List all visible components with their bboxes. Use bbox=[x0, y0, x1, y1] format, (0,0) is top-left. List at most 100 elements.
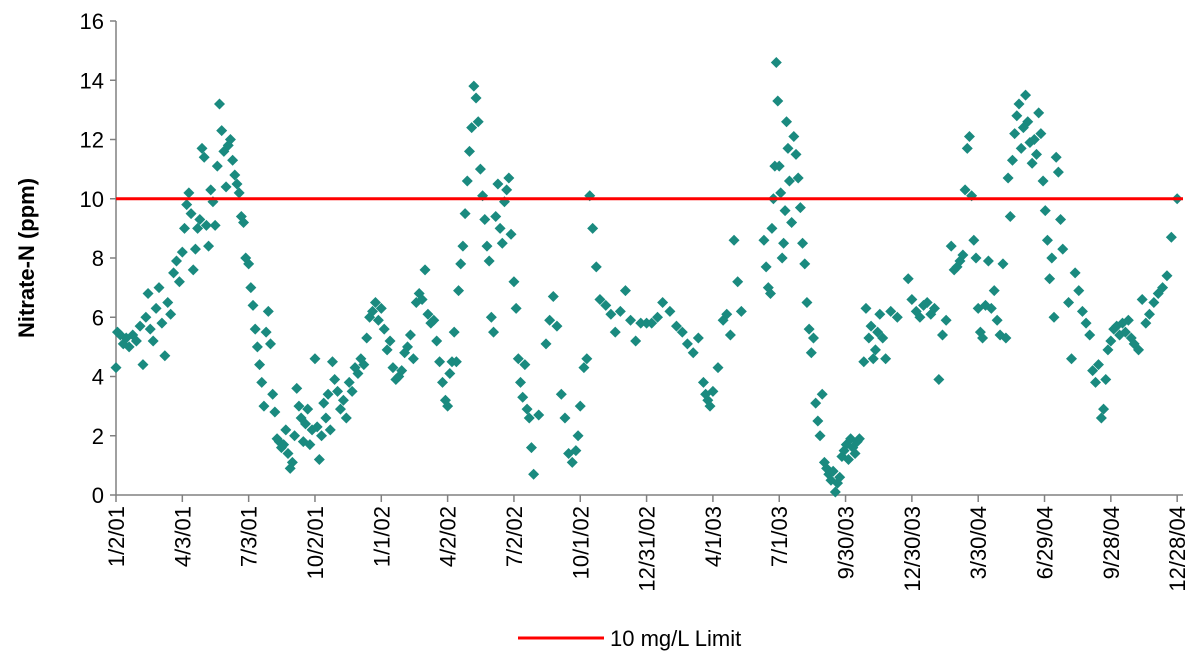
data-point bbox=[1076, 305, 1088, 317]
data-point bbox=[566, 456, 578, 468]
data-point bbox=[906, 293, 918, 305]
data-point bbox=[1105, 335, 1117, 347]
data-point bbox=[936, 329, 948, 341]
data-point bbox=[630, 335, 642, 347]
data-point bbox=[657, 296, 669, 308]
data-point bbox=[459, 208, 471, 220]
data-point bbox=[1063, 296, 1075, 308]
data-point bbox=[721, 308, 733, 320]
data-point bbox=[1039, 205, 1051, 217]
data-point bbox=[494, 222, 506, 234]
x-tick-label: 12/28/04 bbox=[1165, 506, 1188, 592]
data-point bbox=[258, 400, 270, 412]
data-point bbox=[528, 468, 540, 480]
data-point bbox=[525, 442, 537, 454]
data-point bbox=[704, 400, 716, 412]
data-point bbox=[869, 344, 881, 356]
data-point bbox=[220, 181, 232, 193]
data-point bbox=[346, 385, 358, 397]
data-point bbox=[183, 187, 195, 199]
data-point bbox=[1020, 89, 1032, 101]
data-point bbox=[635, 317, 647, 329]
data-point bbox=[670, 320, 682, 332]
data-point bbox=[959, 184, 971, 196]
data-point bbox=[358, 359, 370, 371]
x-tick-label: 7/1/03 bbox=[767, 506, 792, 567]
data-point bbox=[448, 326, 460, 338]
data-point bbox=[605, 308, 617, 320]
data-point bbox=[340, 412, 352, 424]
data-point bbox=[773, 160, 785, 172]
data-point bbox=[724, 329, 736, 341]
data-point bbox=[463, 145, 475, 157]
data-point bbox=[1048, 311, 1060, 323]
data-point bbox=[247, 299, 259, 311]
data-point bbox=[816, 388, 828, 400]
data-point bbox=[260, 326, 272, 338]
data-point bbox=[1055, 213, 1067, 225]
data-point bbox=[256, 376, 268, 388]
data-point bbox=[505, 228, 517, 240]
data-point bbox=[144, 323, 156, 335]
data-point bbox=[437, 376, 449, 388]
data-point bbox=[1119, 326, 1131, 338]
data-point bbox=[842, 453, 854, 465]
data-point bbox=[1095, 412, 1107, 424]
data-point bbox=[434, 356, 446, 368]
data-point bbox=[807, 332, 819, 344]
data-point bbox=[343, 376, 355, 388]
data-point bbox=[472, 116, 484, 128]
data-point bbox=[786, 216, 798, 228]
data-point bbox=[692, 332, 704, 344]
data-point bbox=[555, 388, 567, 400]
data-point bbox=[289, 430, 301, 442]
y-axis-ticks: 0 2 4 6 8 10 12 14 16 bbox=[80, 9, 116, 508]
y-axis-title: Nitrate-N (ppm) bbox=[14, 178, 39, 338]
data-point bbox=[860, 302, 872, 314]
data-point bbox=[142, 288, 154, 300]
x-tick-label: 12/31/02 bbox=[635, 506, 660, 592]
data-point bbox=[416, 293, 428, 305]
data-point bbox=[764, 288, 776, 300]
data-point bbox=[153, 282, 165, 294]
y-tick-label: 14 bbox=[80, 68, 104, 93]
data-point bbox=[945, 240, 957, 252]
data-point bbox=[1073, 285, 1085, 297]
x-tick-label: 1/1/02 bbox=[369, 506, 394, 567]
data-point bbox=[778, 237, 790, 249]
data-points bbox=[110, 56, 1183, 498]
data-point bbox=[790, 148, 802, 160]
data-point bbox=[322, 388, 334, 400]
data-point bbox=[238, 216, 250, 228]
data-point bbox=[168, 267, 180, 279]
data-point bbox=[450, 356, 462, 368]
y-tick-label: 8 bbox=[92, 246, 104, 271]
data-point bbox=[192, 222, 204, 234]
data-point bbox=[988, 285, 1000, 297]
data-point bbox=[587, 222, 599, 234]
x-tick-label: 10/1/02 bbox=[568, 506, 593, 579]
data-point bbox=[329, 373, 341, 385]
data-point bbox=[1022, 116, 1034, 128]
data-point bbox=[262, 305, 274, 317]
data-point bbox=[803, 323, 815, 335]
data-point bbox=[863, 332, 875, 344]
data-point bbox=[267, 388, 279, 400]
data-point bbox=[1148, 296, 1160, 308]
data-point bbox=[572, 430, 584, 442]
data-point bbox=[457, 240, 469, 252]
data-point bbox=[880, 353, 892, 365]
data-point bbox=[902, 273, 914, 285]
data-point bbox=[233, 187, 245, 199]
data-point bbox=[885, 305, 897, 317]
data-point bbox=[227, 154, 239, 166]
data-point bbox=[147, 335, 159, 347]
data-point bbox=[732, 276, 744, 288]
data-point bbox=[794, 202, 806, 214]
data-point bbox=[933, 373, 945, 385]
data-point bbox=[961, 142, 973, 154]
data-point bbox=[681, 338, 693, 350]
data-point bbox=[712, 362, 724, 374]
data-point bbox=[337, 394, 349, 406]
data-point bbox=[1052, 166, 1064, 178]
